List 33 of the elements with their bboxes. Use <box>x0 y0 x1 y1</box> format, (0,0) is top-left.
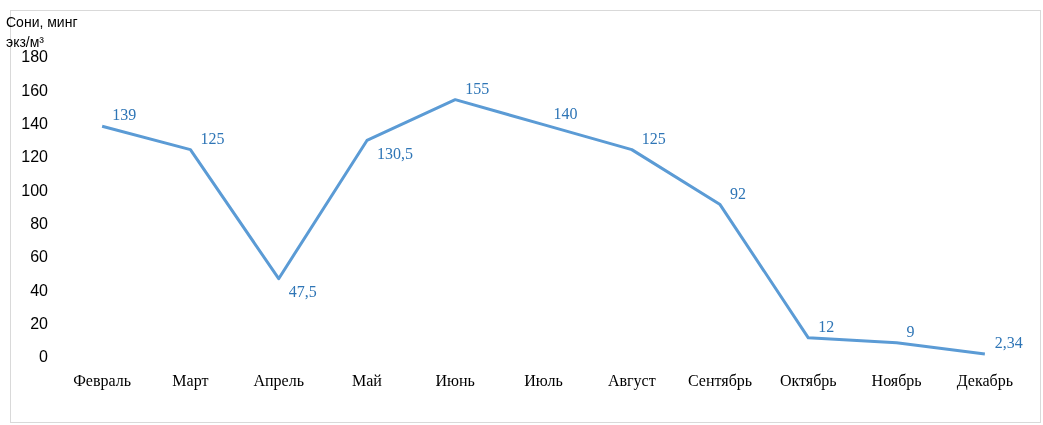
data-label: 92 <box>730 184 747 202</box>
x-tick-label: Октябрь <box>779 371 837 390</box>
data-label: 130,5 <box>376 144 413 162</box>
x-tick-label: Ноябрь <box>871 371 922 390</box>
x-tick-label: Апрель <box>253 371 304 390</box>
data-label: 140 <box>553 104 578 122</box>
x-tick-label: Декабрь <box>956 371 1013 390</box>
x-tick-label: Февраль <box>73 371 132 390</box>
x-tick-label: Июнь <box>435 371 475 389</box>
x-tick-label: Май <box>352 371 383 389</box>
y-tick-label: 60 <box>30 248 49 266</box>
data-label: 2,34 <box>994 334 1023 352</box>
y-tick-label: 120 <box>21 148 49 166</box>
y-tick-label: 180 <box>21 48 49 66</box>
y-tick-label: 100 <box>21 181 49 199</box>
y-tick-label: 40 <box>30 281 49 299</box>
x-tick-label: Август <box>607 371 656 390</box>
y-tick-label: 80 <box>30 214 49 232</box>
x-tick-label: Март <box>172 371 209 390</box>
y-axis-title: Сони, минг экз/м³ <box>6 13 78 50</box>
x-tick-label: Июль <box>524 371 563 389</box>
y-tick-label: 0 <box>39 348 49 366</box>
data-label: 155 <box>465 79 490 97</box>
y-tick-label: 140 <box>21 115 49 133</box>
data-label: 9 <box>906 323 915 341</box>
data-label: 139 <box>112 106 137 124</box>
y-tick-label: 160 <box>21 81 49 99</box>
y-tick-label: 20 <box>30 314 49 332</box>
data-label: 125 <box>641 129 666 147</box>
x-tick-label: Сентябрь <box>687 371 753 390</box>
data-label: 125 <box>200 129 225 147</box>
data-label: 47,5 <box>288 282 317 300</box>
data-label: 12 <box>818 318 835 336</box>
